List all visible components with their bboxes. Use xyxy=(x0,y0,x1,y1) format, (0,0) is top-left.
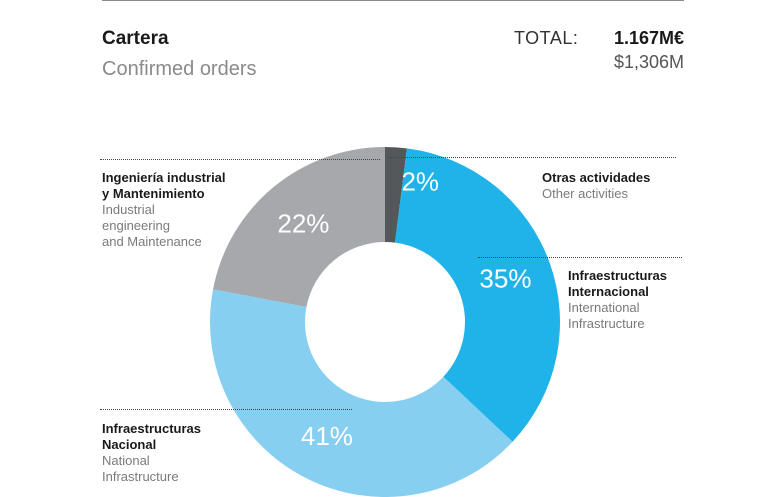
label-ingenieria-es1: Ingeniería industrial xyxy=(102,170,226,185)
leader-line-otras xyxy=(388,157,676,158)
pct-label-ingenieria: 22% xyxy=(277,208,329,238)
label-ingenieria-en3: and Maintenance xyxy=(102,234,202,249)
label-nacional-es2: Nacional xyxy=(102,437,157,452)
label-intl-es1: Infraestructuras xyxy=(568,268,667,283)
label-intl: Infraestructuras Internacional Internati… xyxy=(568,268,667,332)
pct-label-otras: 2% xyxy=(401,166,439,196)
leader-line-intl xyxy=(478,257,682,258)
label-ingenieria: Ingeniería industrial y Mantenimiento In… xyxy=(102,170,226,250)
chart-subtitle: Confirmed orders xyxy=(102,58,257,80)
total-usd: $1,306M xyxy=(613,52,684,72)
label-ingenieria-es2: y Mantenimiento xyxy=(102,186,205,201)
label-nacional-es1: Infraestructuras xyxy=(102,421,201,436)
label-otras-es: Otras actividades xyxy=(542,170,651,185)
pct-label-nacional: 41% xyxy=(301,421,353,451)
label-intl-es2: Internacional xyxy=(568,284,649,299)
pct-label-intl: 35% xyxy=(479,264,531,294)
slice-ingenieria xyxy=(213,147,385,308)
label-ingenieria-en2: engineering xyxy=(102,218,170,233)
total-label: TOTAL: xyxy=(514,28,579,48)
label-nacional: Infraestructuras Nacional National Infra… xyxy=(102,421,201,485)
top-rule xyxy=(102,0,684,1)
leader-line-ingenieria xyxy=(100,159,380,160)
total-value: 1.167M€ xyxy=(613,28,684,48)
label-intl-en1: International xyxy=(568,300,640,315)
slice-intl xyxy=(395,148,560,442)
leader-line-nacional xyxy=(100,409,352,410)
label-otras-en: Other activities xyxy=(542,186,628,201)
label-nacional-en1: National xyxy=(102,453,150,468)
label-otras: Otras actividades Other activities xyxy=(542,170,650,202)
label-intl-en2: Infrastructure xyxy=(568,316,645,331)
chart-title: Cartera xyxy=(102,28,169,49)
label-ingenieria-en1: Industrial xyxy=(102,202,155,217)
slice-nacional xyxy=(210,289,513,497)
slice-otras xyxy=(385,147,407,243)
label-nacional-en2: Infrastructure xyxy=(102,469,179,484)
